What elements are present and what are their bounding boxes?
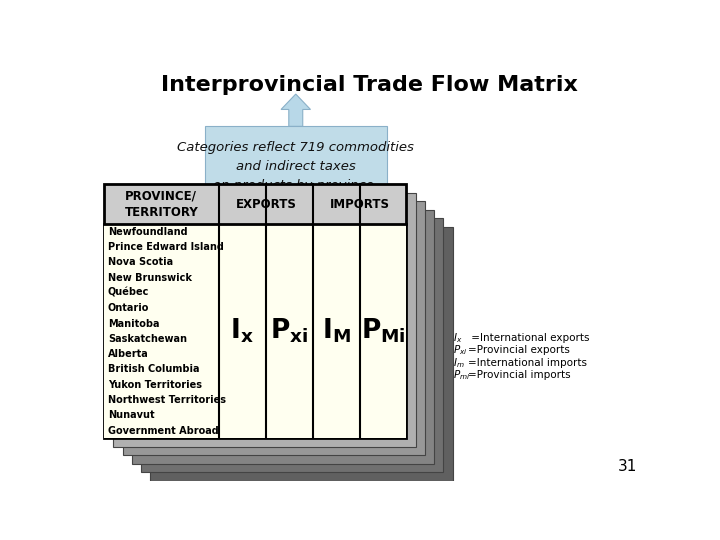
- Text: Northwest Territories: Northwest Territories: [108, 395, 226, 405]
- Text: Government Abroad: Government Abroad: [108, 426, 219, 436]
- Text: Manitoba: Manitoba: [108, 319, 159, 328]
- Text: $I_x$: $I_x$: [453, 331, 462, 345]
- Text: $P_{xi}$: $P_{xi}$: [453, 343, 467, 357]
- Text: =Provincial imports: =Provincial imports: [468, 370, 571, 380]
- Text: IMPORTS: IMPORTS: [330, 198, 390, 211]
- Text: Alberta: Alberta: [108, 349, 148, 359]
- Text: $\mathbf{I_x}$: $\mathbf{I_x}$: [230, 317, 254, 346]
- Text: Ontario: Ontario: [108, 303, 149, 313]
- Text: $\mathbf{P_{Mi}}$: $\mathbf{P_{Mi}}$: [361, 317, 405, 346]
- Bar: [132, 210, 434, 464]
- Text: $P_{mi}$: $P_{mi}$: [453, 368, 470, 382]
- Text: Categories reflect 719 commodities
and indirect taxes
on products by province.: Categories reflect 719 commodities and i…: [177, 141, 414, 192]
- Bar: [104, 184, 406, 438]
- Text: =International imports: =International imports: [468, 358, 588, 368]
- Text: Québec: Québec: [108, 288, 149, 298]
- Text: Interprovincial Trade Flow Matrix: Interprovincial Trade Flow Matrix: [161, 75, 577, 95]
- Text: Prince Edward Island: Prince Edward Island: [108, 242, 224, 252]
- Text: New Brunswick: New Brunswick: [108, 273, 192, 283]
- Text: Newfoundland: Newfoundland: [108, 227, 187, 237]
- Text: PROVINCE/
TERRITORY: PROVINCE/ TERRITORY: [125, 190, 198, 219]
- Bar: [204, 126, 387, 211]
- Text: EXPORTS: EXPORTS: [235, 198, 297, 211]
- Text: =Provincial exports: =Provincial exports: [468, 346, 570, 355]
- Text: Yukon Territories: Yukon Territories: [108, 380, 202, 390]
- Text: 31: 31: [618, 460, 637, 475]
- Text: $I_m$: $I_m$: [453, 356, 464, 370]
- Text: =International exports: =International exports: [468, 333, 590, 343]
- Bar: [104, 224, 406, 438]
- Polygon shape: [281, 94, 310, 126]
- Bar: [141, 218, 444, 472]
- Bar: [122, 201, 425, 455]
- Text: Saskatchewan: Saskatchewan: [108, 334, 186, 344]
- Text: $\mathbf{P_{xi}}$: $\mathbf{P_{xi}}$: [271, 317, 309, 346]
- Text: Nova Scotia: Nova Scotia: [108, 258, 173, 267]
- Bar: [113, 193, 415, 447]
- Bar: [150, 226, 453, 481]
- Bar: [104, 184, 406, 438]
- Text: British Columbia: British Columbia: [108, 364, 199, 374]
- Text: $\mathbf{I_M}$: $\mathbf{I_M}$: [323, 317, 351, 346]
- Text: Nunavut: Nunavut: [108, 410, 155, 420]
